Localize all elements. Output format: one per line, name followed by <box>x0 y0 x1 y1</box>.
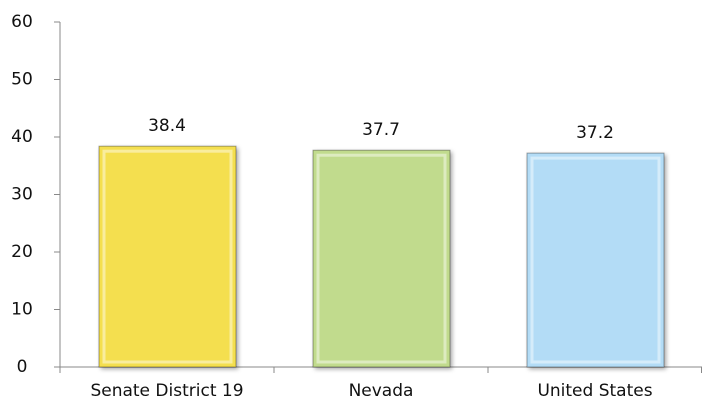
data-label: 37.7 <box>362 120 400 140</box>
bar-bevel <box>102 149 233 364</box>
x-tick-label: Nevada <box>349 381 414 401</box>
y-tick-label: 20 <box>11 242 33 262</box>
x-tick-label: United States <box>537 381 652 401</box>
y-tick-label: 60 <box>11 12 33 32</box>
data-label: 37.2 <box>576 123 614 143</box>
y-tick-label: 30 <box>11 185 33 205</box>
bar-bevel <box>530 156 661 364</box>
y-tick-label: 0 <box>17 357 28 377</box>
bar-bevel <box>316 153 447 364</box>
bar <box>526 152 665 368</box>
y-tick-label: 10 <box>11 300 33 320</box>
y-tick-label: 50 <box>11 70 33 90</box>
data-label: 38.4 <box>148 116 186 136</box>
x-tick-label: Senate District 19 <box>90 381 243 401</box>
bar <box>312 149 451 368</box>
bar <box>98 145 237 368</box>
y-tick-label: 40 <box>11 127 33 147</box>
